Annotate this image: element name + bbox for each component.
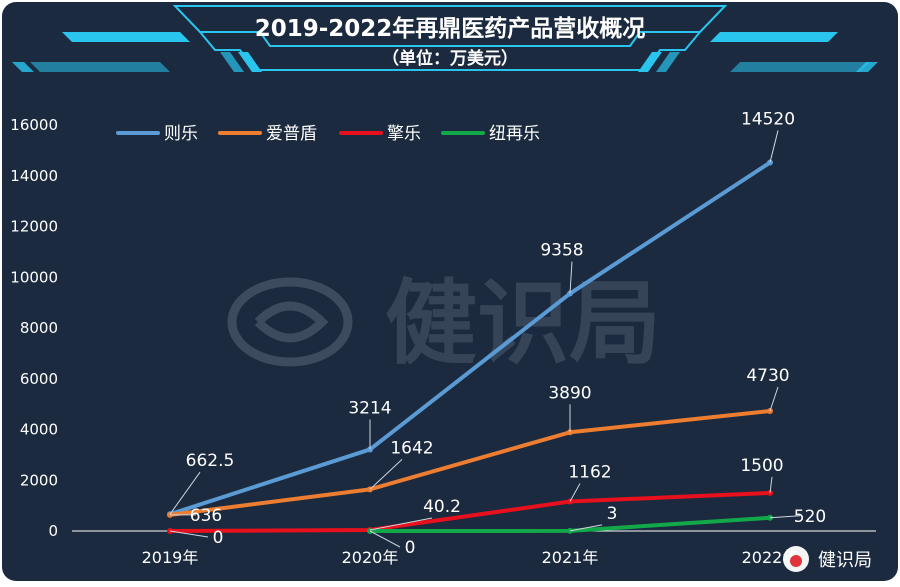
chart-subtitle: （单位：万美元）: [382, 48, 518, 69]
y-tick-label: 6000: [20, 370, 58, 388]
brand-text: 健识局: [818, 550, 872, 571]
series-line-1: [169, 160, 772, 517]
legend-label: 则乐: [164, 124, 198, 144]
y-tick-label: 4000: [20, 421, 58, 439]
watermark-text: 健识局: [385, 270, 661, 377]
y-tick-label: 16000: [10, 116, 58, 134]
label-leader: [569, 483, 581, 502]
x-tick-label: 2020年: [342, 548, 399, 567]
label-leader: [569, 261, 573, 294]
label-leader: [769, 130, 779, 163]
legend-label: 爱普盾: [266, 124, 317, 144]
y-tick-label: 2000: [20, 471, 58, 489]
data-labels: 662.5 3214 9358 14520 636 1642 3890 4730 0 40.2 11…: [169, 110, 826, 558]
x-tick-label: 2019年: [142, 548, 199, 567]
label-leader: [769, 476, 773, 493]
y-axis: 0 2000 4000 6000 8000 10000 12000 14000 16000: [10, 116, 58, 540]
series-line-2: [169, 408, 771, 517]
label-leader: [169, 530, 209, 538]
data-label: 0: [213, 528, 224, 548]
legend-label: 纽再乐: [489, 124, 540, 144]
x-tick-label: 2021年: [542, 548, 599, 567]
y-tick-label: 8000: [20, 319, 58, 337]
y-tick-label: 10000: [10, 268, 58, 286]
data-label: 1162: [568, 463, 611, 483]
watermark-logo: [227, 277, 353, 367]
data-label: 4730: [746, 366, 789, 386]
y-tick-label: 14000: [10, 167, 58, 185]
data-label: 3214: [348, 398, 391, 418]
data-label: 520: [794, 507, 826, 527]
label-leader: [769, 386, 779, 412]
data-label: 662.5: [186, 451, 235, 471]
label-leader: [169, 471, 201, 515]
data-label: 3890: [548, 383, 591, 403]
label-leader: [569, 524, 603, 532]
brand-badge: 健识局: [783, 546, 872, 572]
data-label: 1642: [390, 438, 433, 458]
data-label: 9358: [540, 241, 583, 261]
label-leader: [369, 530, 401, 548]
y-tick-label: 12000: [10, 218, 58, 236]
x-axis: 2019年 2020年 2021年 2022年: [142, 548, 799, 567]
title-frame: [12, 5, 878, 72]
y-tick-label: 0: [48, 522, 58, 540]
data-label: 0: [405, 538, 416, 558]
series-line-3: [169, 490, 771, 533]
chart-title: 2019-2022年再鼎医药产品营收概况: [255, 15, 646, 42]
label-leader: [369, 458, 403, 490]
legend: 则乐 爱普盾 擎乐 纽再乐: [116, 124, 540, 144]
data-label: 3: [607, 504, 618, 524]
label-leader: [369, 517, 433, 531]
data-label: 1500: [740, 456, 783, 476]
legend-label: 擎乐: [387, 124, 421, 144]
label-leader: [769, 515, 801, 519]
data-label: 14520: [741, 110, 795, 130]
data-label: 40.2: [423, 497, 461, 517]
data-label: 636: [190, 506, 222, 526]
